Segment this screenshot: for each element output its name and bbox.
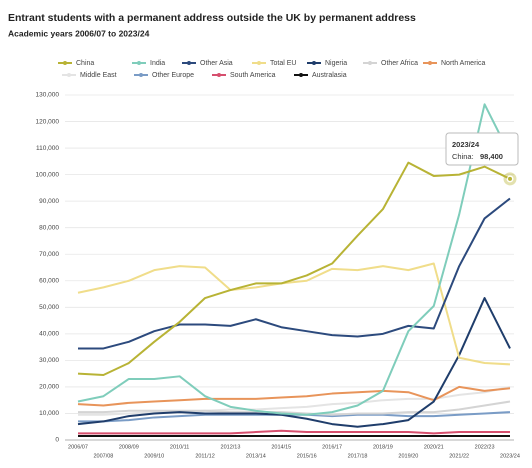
y-tick-label: 50,000 bbox=[39, 304, 59, 311]
tooltip-box bbox=[445, 132, 519, 166]
tooltip-title: 2023/24 bbox=[452, 140, 480, 149]
legend-dot bbox=[257, 61, 261, 65]
legend-dot bbox=[299, 73, 303, 77]
series-line bbox=[77, 385, 511, 407]
legend-dot bbox=[67, 73, 71, 77]
tooltip-value: 98,400 bbox=[480, 152, 503, 161]
legend-label: Other Africa bbox=[381, 60, 418, 67]
legend-dot bbox=[187, 61, 191, 65]
legend-dot bbox=[428, 61, 432, 65]
legend-label: Other Europe bbox=[152, 72, 194, 79]
series-line bbox=[78, 197, 511, 350]
x-tick-label: 2016/17 bbox=[322, 444, 342, 450]
legend-label: North America bbox=[441, 60, 485, 67]
legend-dot bbox=[139, 73, 143, 77]
tooltip-label: China: bbox=[452, 152, 474, 161]
series-line bbox=[78, 400, 511, 416]
chart-title: Entrant students with a permanent addres… bbox=[8, 12, 416, 24]
y-tick-label: 90,000 bbox=[39, 198, 59, 205]
x-tick-label: 2009/10 bbox=[144, 453, 164, 459]
series-line bbox=[78, 429, 510, 435]
x-tick-label: 2013/14 bbox=[246, 453, 266, 459]
x-tick-label: 2007/08 bbox=[93, 453, 113, 459]
legend-label: Total EU bbox=[270, 60, 296, 67]
x-tick-label: 2012/13 bbox=[221, 444, 241, 450]
lines bbox=[77, 103, 511, 438]
series-line bbox=[77, 297, 511, 428]
x-tick-label: 2021/22 bbox=[449, 453, 469, 459]
y-tick-label: 10,000 bbox=[39, 410, 59, 417]
x-tick-label: 2010/11 bbox=[170, 444, 189, 450]
y-tick-label: 130,000 bbox=[36, 92, 60, 99]
legend-label: Nigeria bbox=[325, 60, 347, 67]
legend-dot bbox=[217, 73, 221, 77]
y-tick-label: 100,000 bbox=[36, 171, 60, 178]
chart-subtitle: Academic years 2006/07 to 2023/24 bbox=[8, 28, 150, 38]
x-tick-label: 2023/24 bbox=[500, 453, 520, 459]
legend-label: Middle East bbox=[80, 72, 117, 79]
y-tick-label: 20,000 bbox=[39, 384, 59, 391]
x-tick-label: 2015/16 bbox=[297, 453, 317, 459]
x-tick-label: 2014/15 bbox=[271, 444, 291, 450]
legend-label: India bbox=[150, 60, 165, 67]
y-tick-label: 40,000 bbox=[39, 331, 59, 338]
x-tick-label: 2020/21 bbox=[424, 444, 444, 450]
grid bbox=[65, 94, 514, 441]
series-line bbox=[77, 262, 511, 366]
highlight-point bbox=[507, 175, 513, 182]
y-tick-label: 110,000 bbox=[36, 145, 59, 152]
y-tick-label: 80,000 bbox=[39, 224, 59, 231]
y-tick-label: 30,000 bbox=[39, 357, 59, 364]
tooltip: 2023/24 China: 98,400 bbox=[445, 132, 519, 166]
y-tick-label: 70,000 bbox=[39, 251, 59, 258]
legend-dot bbox=[137, 61, 141, 65]
x-tick-label: 2017/18 bbox=[348, 453, 368, 459]
x-tick-label: 2008/09 bbox=[119, 444, 139, 450]
y-tick-label: 60,000 bbox=[39, 277, 59, 284]
legend-label: Australasia bbox=[312, 72, 347, 79]
x-tick-label: 2018/19 bbox=[373, 444, 393, 450]
legend-dot bbox=[368, 61, 372, 65]
highlight-ring bbox=[503, 172, 517, 186]
legend-dot bbox=[63, 61, 67, 65]
x-tick-label: 2011/12 bbox=[195, 453, 214, 459]
legend-label: South America bbox=[230, 72, 276, 79]
legend-dot bbox=[312, 61, 316, 65]
legend-label: Other Asia bbox=[200, 60, 233, 67]
series-line bbox=[77, 161, 511, 376]
x-tick-label: 2006/07 bbox=[68, 444, 88, 450]
legend-label: China bbox=[76, 60, 94, 67]
x-tick-label: 2019/20 bbox=[398, 453, 418, 459]
y-tick-label: 120,000 bbox=[36, 118, 60, 125]
x-tick-label: 2022/23 bbox=[475, 444, 495, 450]
y-tick-label: 0 bbox=[55, 437, 59, 444]
series-line bbox=[77, 103, 511, 416]
